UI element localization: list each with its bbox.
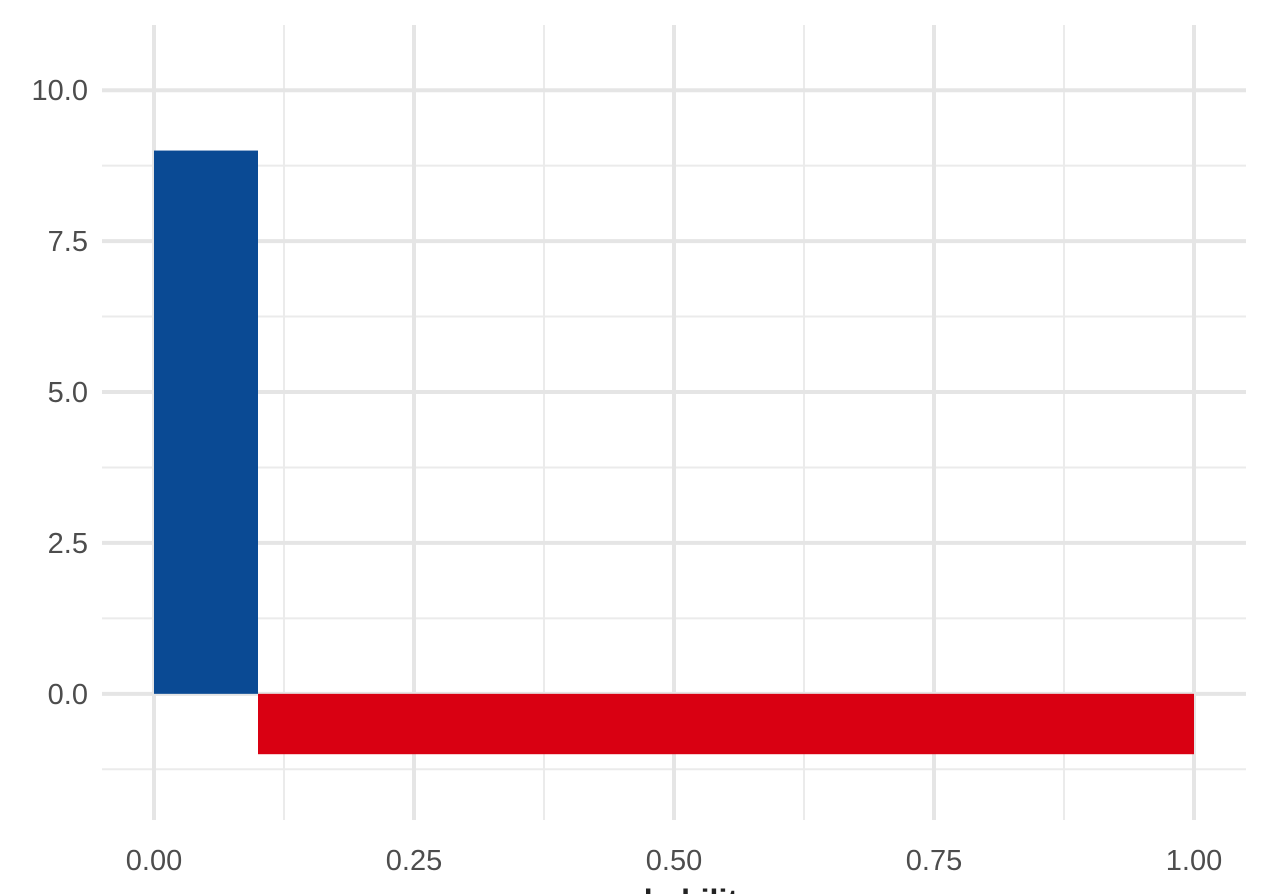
x-tick-label: 0.50: [646, 845, 702, 877]
x-tick-label: 0.00: [126, 845, 182, 877]
bar: [258, 693, 1194, 755]
y-tick-label: 7.5: [48, 226, 88, 258]
x-tick-label: 0.75: [906, 845, 962, 877]
x-tick-label: 0.25: [386, 845, 442, 877]
y-tick-label: 10.0: [32, 75, 88, 107]
y-tick-label: 0.0: [48, 679, 88, 711]
y-tick-label: 5.0: [48, 377, 88, 409]
y-tick-label: 2.5: [48, 528, 88, 560]
x-tick-label: 1.00: [1166, 845, 1222, 877]
bar: [154, 150, 258, 694]
x-axis-label: probability: [592, 883, 756, 894]
